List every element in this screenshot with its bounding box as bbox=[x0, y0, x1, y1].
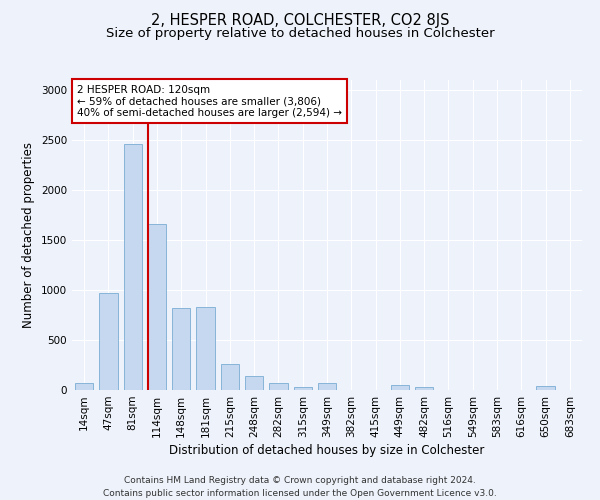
Text: Contains HM Land Registry data © Crown copyright and database right 2024.
Contai: Contains HM Land Registry data © Crown c… bbox=[103, 476, 497, 498]
Text: 2, HESPER ROAD, COLCHESTER, CO2 8JS: 2, HESPER ROAD, COLCHESTER, CO2 8JS bbox=[151, 12, 449, 28]
Bar bbox=[245, 376, 263, 390]
Bar bbox=[269, 382, 287, 390]
Text: 2 HESPER ROAD: 120sqm
← 59% of detached houses are smaller (3,806)
40% of semi-d: 2 HESPER ROAD: 120sqm ← 59% of detached … bbox=[77, 84, 342, 118]
Bar bbox=[196, 307, 215, 390]
Bar bbox=[75, 382, 93, 390]
Bar bbox=[293, 387, 312, 390]
Bar bbox=[221, 364, 239, 390]
Bar bbox=[124, 144, 142, 390]
Text: Size of property relative to detached houses in Colchester: Size of property relative to detached ho… bbox=[106, 28, 494, 40]
Bar bbox=[318, 382, 336, 390]
Bar bbox=[172, 308, 190, 390]
Bar bbox=[148, 224, 166, 390]
Bar bbox=[100, 292, 118, 390]
Bar bbox=[391, 384, 409, 390]
Bar bbox=[415, 387, 433, 390]
Y-axis label: Number of detached properties: Number of detached properties bbox=[22, 142, 35, 328]
X-axis label: Distribution of detached houses by size in Colchester: Distribution of detached houses by size … bbox=[169, 444, 485, 457]
Bar bbox=[536, 386, 554, 390]
